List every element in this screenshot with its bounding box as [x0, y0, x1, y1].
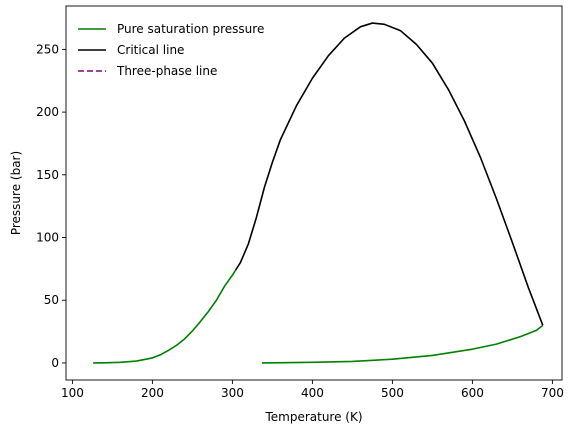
series-line-0-segment-1	[261, 324, 544, 364]
y-tick-label: 0	[51, 356, 59, 370]
y-tick-label: 50	[44, 293, 59, 307]
legend-label: Critical line	[117, 43, 184, 57]
x-tick-label: 700	[541, 386, 564, 400]
y-tick-label: 150	[36, 168, 59, 182]
x-ticks: 100 200 300 400 500 600 700	[61, 380, 564, 400]
series-line-0-segment-0	[93, 269, 237, 364]
x-tick-label: 500	[381, 386, 404, 400]
x-tick-label: 100	[61, 386, 84, 400]
legend-label: Three-phase line	[116, 64, 217, 78]
y-tick-label: 250	[36, 42, 59, 56]
x-tick-label: 200	[141, 386, 164, 400]
legend: Pure saturation pressure Critical line Thr…	[78, 22, 264, 78]
plot-frame	[65, 5, 563, 381]
series-line-1-segment-0	[234, 22, 544, 326]
series-layer	[93, 22, 544, 364]
y-axis-label: Pressure (bar)	[9, 151, 23, 235]
x-tick-label: 300	[221, 386, 244, 400]
x-tick-label: 600	[461, 386, 484, 400]
x-tick-label: 400	[301, 386, 324, 400]
y-tick-label: 100	[36, 231, 59, 245]
y-tick-label: 200	[36, 105, 59, 119]
x-axis-label: Temperature (K)	[264, 410, 362, 424]
legend-label: Pure saturation pressure	[117, 22, 264, 36]
y-ticks: 0 50 100 150 200 250	[36, 42, 66, 370]
